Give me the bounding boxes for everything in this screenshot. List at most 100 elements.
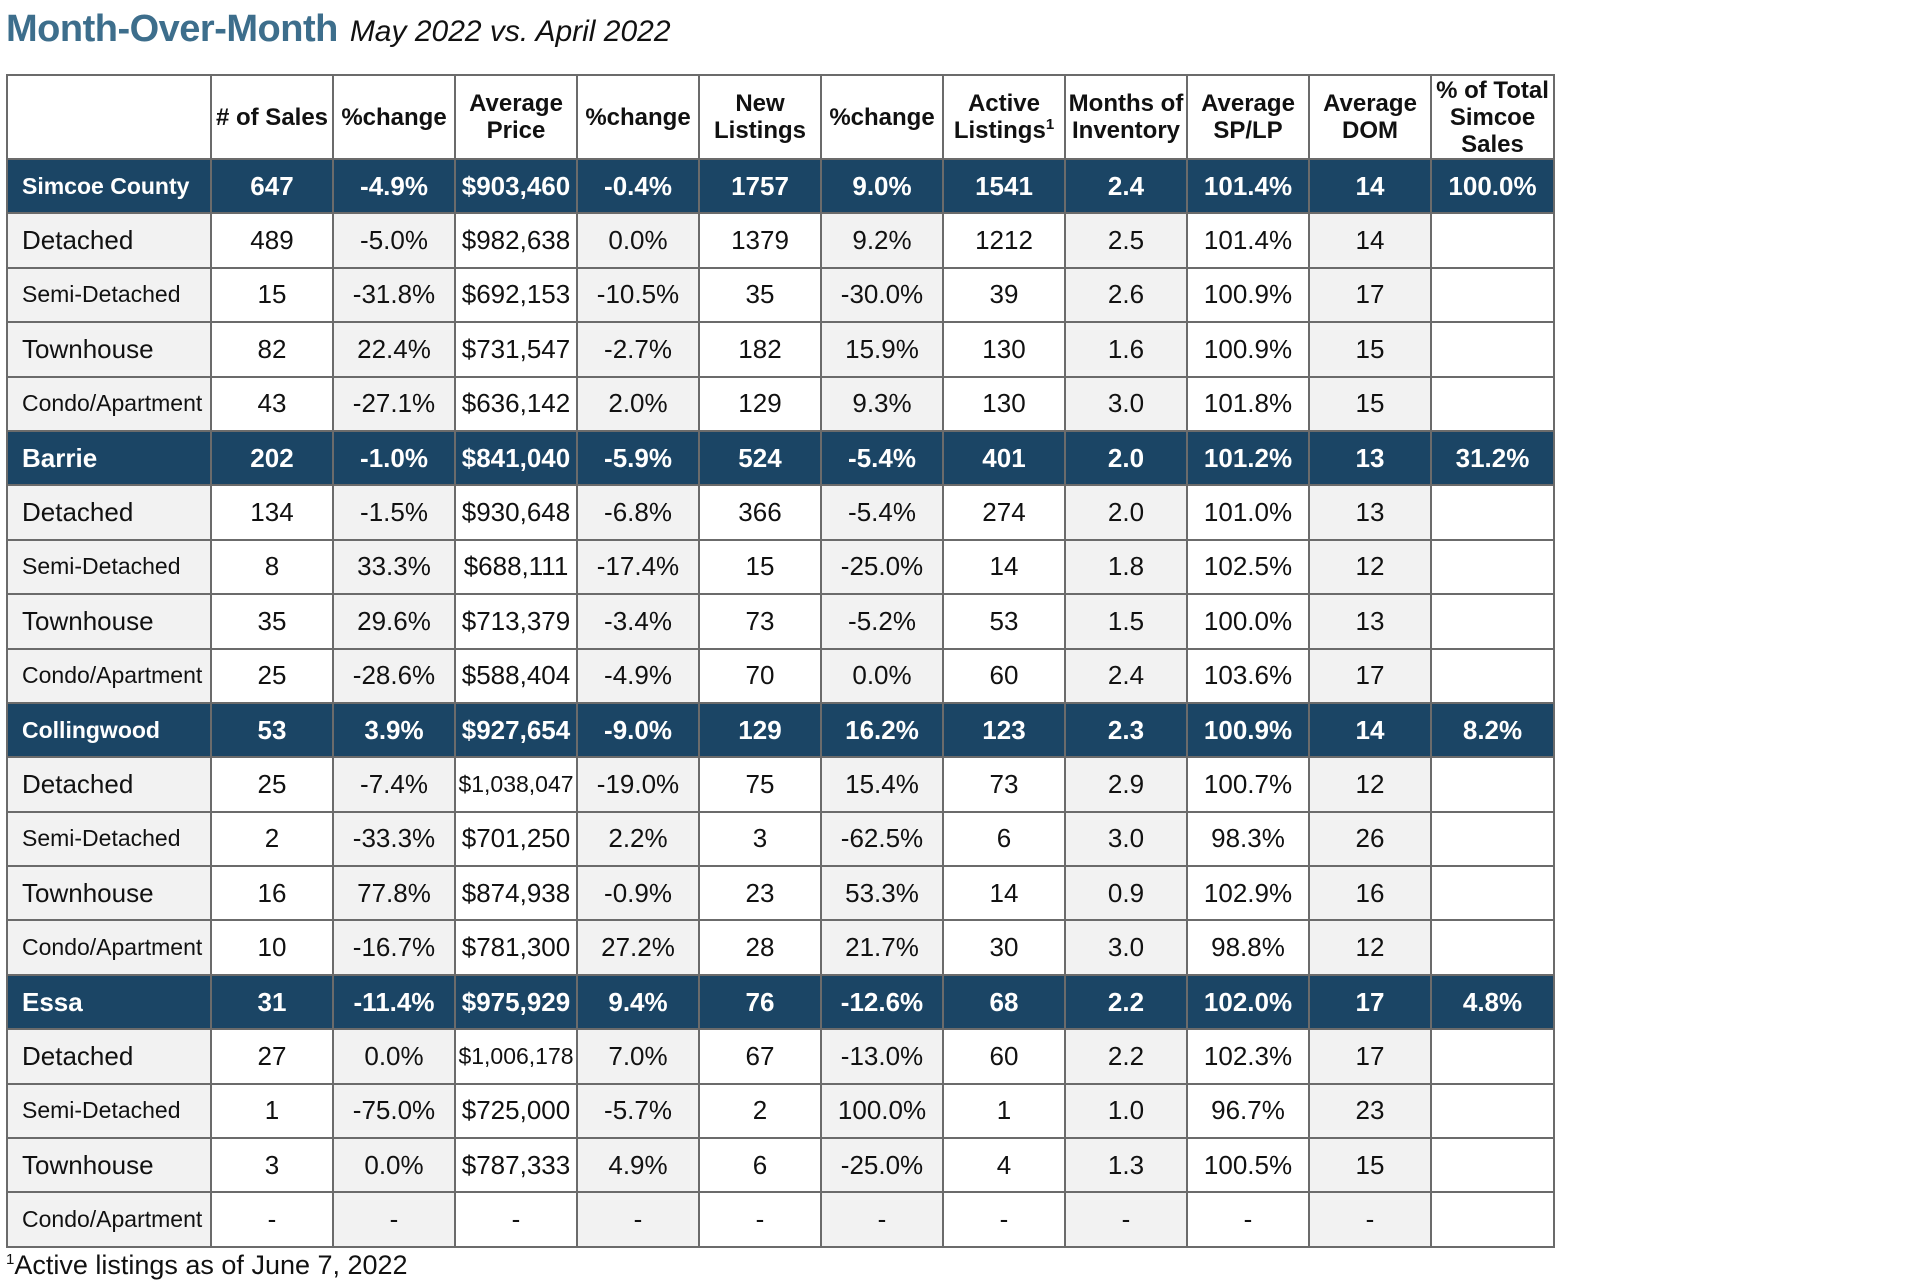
table-cell: $841,040 [454, 429, 578, 487]
table-cell: $781,300 [454, 919, 578, 976]
table-cell: 17 [1308, 1028, 1432, 1085]
table-cell: 182 [698, 321, 822, 378]
table-cell: 0.0% [576, 212, 700, 269]
table-cell: 98.3% [1186, 810, 1310, 868]
table-cell: 100.0% [820, 1082, 944, 1140]
table-cell: 1.5 [1064, 593, 1188, 650]
table-cell: 60 [942, 1028, 1066, 1085]
table-row: Semi-Detached 8 33.3% $688,111 -17.4% 15 -25.0… [6, 538, 1555, 596]
table-cell [1430, 538, 1555, 596]
table-cell: 489 [210, 212, 334, 269]
table-cell: 1212 [942, 212, 1066, 269]
table-cell: -16.7% [332, 919, 456, 976]
table-cell: -33.3% [332, 810, 456, 868]
table-cell: -10.5% [576, 266, 700, 324]
table-cell: 35 [210, 593, 334, 650]
column-header-label: # of Sales [215, 103, 329, 131]
table-cell: 27 [210, 1028, 334, 1085]
table-cell: -5.7% [576, 1082, 700, 1140]
table-cell: 102.3% [1186, 1028, 1310, 1085]
table-cell: 73 [698, 593, 822, 650]
table-cell: -31.8% [332, 266, 456, 324]
table-cell: -30.0% [820, 266, 944, 324]
table-cell: -19.0% [576, 756, 700, 813]
table-cell: - [210, 1191, 334, 1248]
table-cell: -28.6% [332, 647, 456, 704]
table-cell: 2.2% [576, 810, 700, 868]
table-cell: 3.0 [1064, 810, 1188, 868]
table-cell [1430, 1082, 1555, 1140]
table-cell: $713,379 [454, 593, 578, 650]
column-header-label: % of Total Simcoe Sales [1436, 76, 1549, 158]
table-cell: -1.0% [332, 429, 456, 487]
table-cell: 1541 [942, 157, 1066, 215]
table-cell [1430, 647, 1555, 704]
page-title: Month-Over-Month [6, 8, 338, 50]
table-cell: 25 [210, 756, 334, 813]
table-cell: 103.6% [1186, 647, 1310, 704]
table-cell: 13 [1308, 429, 1432, 487]
column-header-label: Months of Inventory [1068, 90, 1184, 144]
table-row: Townhouse 16 77.8% $874,938 -0.9% 23 53.3% 14 0.… [6, 865, 1555, 922]
table-cell: 96.7% [1186, 1082, 1310, 1140]
table-cell [1430, 1191, 1555, 1248]
table-cell: $903,460 [454, 157, 578, 215]
table-cell: $588,404 [454, 647, 578, 704]
row-label: Townhouse [6, 321, 212, 378]
table-cell: 60 [942, 647, 1066, 704]
table-cell: 13 [1308, 593, 1432, 650]
table-cell: - [1064, 1191, 1188, 1248]
table-cell: 1 [210, 1082, 334, 1140]
table-cell: 15.9% [820, 321, 944, 378]
table-cell [1430, 810, 1555, 868]
table-cell: 13 [1308, 484, 1432, 541]
table-cell [1430, 375, 1555, 432]
table-cell: 101.4% [1186, 212, 1310, 269]
table-row: Detached 134 -1.5% $930,648 -6.8% 366 -5.4% 274… [6, 484, 1555, 541]
table-cell: 202 [210, 429, 334, 487]
table-cell: - [1186, 1191, 1310, 1248]
table-cell: -4.9% [576, 647, 700, 704]
row-label: Condo/Apartment [6, 647, 212, 704]
table-cell: 3.0 [1064, 919, 1188, 976]
table-cell: 2 [210, 810, 334, 868]
table-cell [1430, 865, 1555, 922]
table-cell: -25.0% [820, 1137, 944, 1194]
table-cell: -11.4% [332, 973, 456, 1031]
table-cell: 53 [210, 701, 334, 759]
table-cell: 75 [698, 756, 822, 813]
table-cell: 130 [942, 375, 1066, 432]
table-cell: 73 [942, 756, 1066, 813]
table-cell: 23 [1308, 1082, 1432, 1140]
table-cell: 15 [698, 538, 822, 596]
column-header: %change [576, 74, 700, 160]
table-cell: 3.0 [1064, 375, 1188, 432]
table-cell: 98.8% [1186, 919, 1310, 976]
table-cell: -12.6% [820, 973, 944, 1031]
table-cell [1430, 1028, 1555, 1085]
table-cell: -0.9% [576, 865, 700, 922]
table-cell: 23 [698, 865, 822, 922]
column-header-label: %change [829, 103, 935, 131]
table-cell: 2.4 [1064, 647, 1188, 704]
table-cell: - [332, 1191, 456, 1248]
table-cell: $927,654 [454, 701, 578, 759]
table-cell: 4.9% [576, 1137, 700, 1194]
table-cell [1430, 321, 1555, 378]
row-label: Detached [6, 484, 212, 541]
table-row: Condo/Apartment 10 -16.7% $781,300 27.2% 28 21… [6, 919, 1555, 976]
table-cell: -4.9% [332, 157, 456, 215]
table-cell: -27.1% [332, 375, 456, 432]
table-cell: 129 [698, 701, 822, 759]
table-cell: 1 [942, 1082, 1066, 1140]
page-subtitle: May 2022 vs. April 2022 [349, 15, 671, 48]
table-cell: - [576, 1191, 700, 1248]
footnote-text: Active listings as of June 7, 2022 [14, 1250, 408, 1280]
table-cell: 28 [698, 919, 822, 976]
table-cell: - [942, 1191, 1066, 1248]
table-cell: 25 [210, 647, 334, 704]
table-cell: 9.0% [820, 157, 944, 215]
row-label: Barrie [6, 429, 212, 487]
table-cell: 1.8 [1064, 538, 1188, 596]
table-cell: 29.6% [332, 593, 456, 650]
